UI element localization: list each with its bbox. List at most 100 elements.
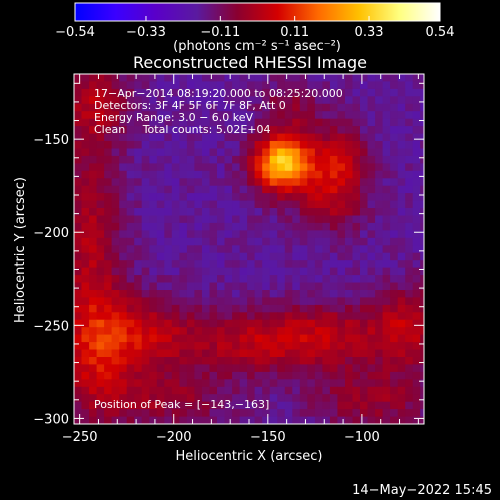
heatmap-cell bbox=[299, 252, 308, 261]
heatmap-cell bbox=[179, 170, 188, 179]
heatmap-cell bbox=[111, 282, 120, 291]
heatmap-cell bbox=[390, 334, 399, 343]
heatmap-cell bbox=[149, 215, 158, 224]
heatmap-cell bbox=[360, 290, 369, 298]
heatmap-cell bbox=[74, 275, 83, 284]
heatmap-cell bbox=[360, 304, 369, 313]
heatmap-cell bbox=[375, 215, 384, 224]
heatmap-cell bbox=[299, 111, 308, 120]
heatmap-cell bbox=[254, 304, 263, 313]
heatmap-cell bbox=[186, 148, 195, 157]
heatmap-cell bbox=[111, 386, 120, 395]
heatmap-cell bbox=[345, 193, 354, 202]
heatmap-cell bbox=[397, 290, 406, 298]
heatmap-cell bbox=[194, 424, 202, 432]
heatmap-cell bbox=[111, 312, 120, 321]
heatmap-cell bbox=[269, 237, 278, 246]
heatmap-cell bbox=[96, 193, 105, 202]
colorbar-tick-label: 0.54 bbox=[426, 25, 455, 40]
heatmap-cell bbox=[89, 200, 98, 209]
heatmap-cell bbox=[186, 230, 195, 239]
heatmap-cell bbox=[367, 74, 376, 82]
heatmap-cell bbox=[164, 319, 173, 328]
heatmap-cell bbox=[322, 237, 331, 246]
heatmap-cell bbox=[134, 193, 143, 202]
heatmap-cell bbox=[209, 81, 218, 90]
heatmap-cell bbox=[194, 386, 203, 395]
heatmap-cell bbox=[156, 349, 165, 358]
heatmap-cell bbox=[202, 424, 210, 432]
heatmap-cell bbox=[104, 178, 113, 187]
heatmap-cell bbox=[149, 200, 158, 209]
heatmap-cell bbox=[329, 215, 338, 224]
heatmap-cell bbox=[81, 312, 90, 321]
heatmap-cell bbox=[277, 282, 286, 291]
heatmap-cell bbox=[390, 237, 399, 246]
heatmap-cell bbox=[247, 312, 256, 321]
heatmap-cell bbox=[247, 111, 256, 120]
heatmap-cell bbox=[284, 409, 293, 418]
heatmap-cell bbox=[382, 409, 391, 418]
heatmap-cell bbox=[375, 155, 384, 164]
heatmap-cell bbox=[141, 200, 150, 209]
heatmap-cell bbox=[292, 401, 301, 410]
heatmap-cell bbox=[104, 304, 113, 313]
heatmap-cell bbox=[428, 119, 436, 127]
heatmap-cell bbox=[330, 424, 338, 432]
heatmap-cell bbox=[239, 178, 248, 187]
heatmap-cell bbox=[96, 267, 105, 276]
heatmap-cell bbox=[337, 297, 346, 306]
heatmap-cell bbox=[209, 103, 218, 112]
heatmap-cell bbox=[164, 133, 173, 142]
heatmap-cell bbox=[247, 126, 256, 135]
heatmap-cell bbox=[269, 409, 278, 418]
heatmap-cell bbox=[156, 342, 165, 351]
heatmap-cell bbox=[337, 230, 346, 239]
heatmap-cell bbox=[186, 297, 195, 306]
heatmap-cell bbox=[412, 170, 421, 179]
heatmap-cell bbox=[232, 327, 241, 336]
heatmap-cell bbox=[111, 334, 120, 343]
heatmap-cell bbox=[239, 103, 248, 112]
heatmap-cell bbox=[239, 312, 248, 321]
heatmap-cell bbox=[89, 163, 98, 172]
heatmap-cell bbox=[382, 386, 391, 395]
heatmap-cell bbox=[375, 111, 384, 120]
heatmap-cell bbox=[89, 155, 98, 164]
heatmap-cell bbox=[375, 275, 384, 284]
heatmap-cell bbox=[397, 193, 406, 202]
heatmap-cell bbox=[360, 394, 369, 403]
heatmap-cell bbox=[277, 215, 286, 224]
heatmap-cell bbox=[239, 304, 248, 313]
heatmap-cell bbox=[367, 88, 376, 97]
heatmap-cell bbox=[292, 379, 301, 388]
heatmap-cell bbox=[224, 282, 233, 291]
heatmap-cell bbox=[217, 319, 226, 328]
heatmap-cell bbox=[126, 267, 135, 276]
heatmap-cell bbox=[367, 379, 376, 388]
heatmap-cell bbox=[428, 424, 436, 432]
heatmap-cell bbox=[269, 252, 278, 261]
heatmap-cell bbox=[149, 394, 158, 403]
info-line-detectors: Detectors: 3F 4F 5F 6F 7F 8F, Att 0 bbox=[94, 99, 286, 112]
heatmap-cell bbox=[375, 126, 384, 135]
heatmap-cell bbox=[149, 148, 158, 157]
x-axis: −250 −200 −150 −100 bbox=[62, 74, 419, 445]
heatmap-cell bbox=[126, 230, 135, 239]
heatmap-cell bbox=[247, 379, 256, 388]
heatmap-cell bbox=[126, 81, 135, 90]
heatmap-cell bbox=[269, 74, 278, 82]
heatmap-cell bbox=[405, 371, 414, 380]
heatmap-cell bbox=[224, 267, 233, 276]
heatmap-cell bbox=[156, 96, 165, 105]
heatmap-cell bbox=[420, 118, 424, 127]
heatmap-cell bbox=[277, 379, 286, 388]
heatmap-cell bbox=[345, 357, 354, 365]
heatmap-cell bbox=[345, 245, 354, 254]
heatmap-cell bbox=[104, 208, 113, 216]
heatmap-cell bbox=[314, 111, 323, 120]
heatmap-cell bbox=[224, 409, 233, 418]
heatmap-cell bbox=[104, 252, 113, 261]
heatmap-cell bbox=[247, 200, 256, 209]
heatmap-cell bbox=[247, 170, 256, 179]
